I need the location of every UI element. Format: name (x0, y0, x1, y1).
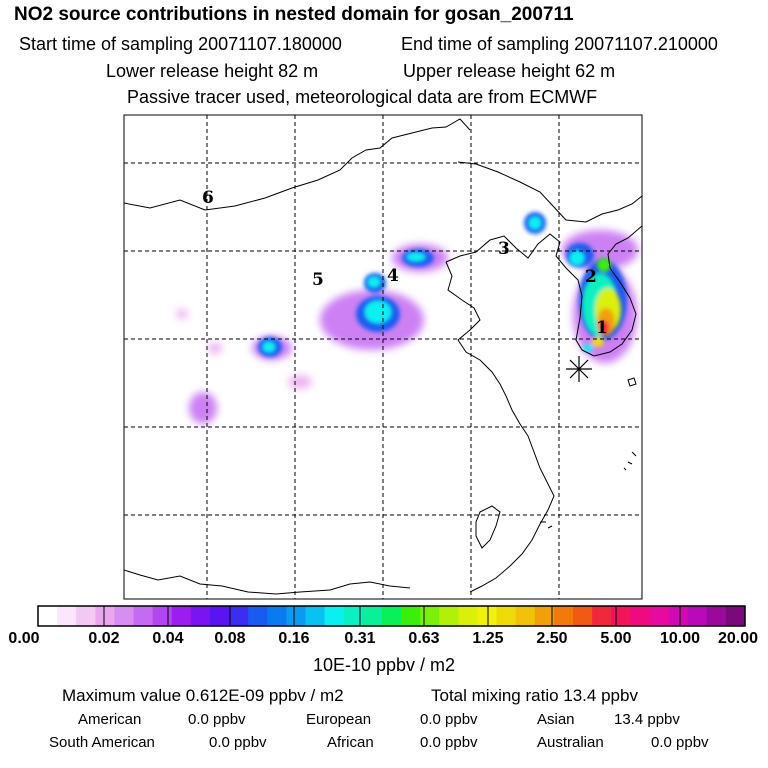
colorbar-swatch (592, 606, 612, 626)
colorbar-swatch (553, 606, 574, 626)
region-label-4: 4 (387, 266, 399, 286)
colorbar (37, 605, 746, 627)
coastline-layer (124, 118, 642, 595)
colorbar-swatch (286, 606, 307, 626)
colorbar-swatch (477, 606, 498, 626)
colorbar-tick: 5.00 (600, 630, 632, 647)
colorbar-swatch (649, 606, 670, 626)
colorbar-tick: 0.31 (344, 630, 376, 647)
colorbar-tick: 0.02 (88, 630, 120, 647)
colorbar-swatch (725, 606, 746, 626)
colorbar-swatch (343, 606, 364, 626)
european-label: European (306, 711, 372, 728)
colorbar-swatch (439, 606, 459, 626)
region-label-2: 2 (585, 267, 597, 287)
colorbar-tick: 2.50 (536, 630, 568, 647)
colorbar-swatch (668, 606, 689, 626)
colorbar-tick: 1.25 (472, 630, 504, 647)
colorbar-swatch (611, 606, 631, 626)
colorbar-frame (37, 605, 746, 627)
colorbar-swatch (515, 606, 536, 626)
colorbar-tick: 0.16 (278, 630, 310, 647)
colorbar-swatch (573, 606, 593, 626)
total-mixing-ratio: Total mixing ratio 13.4 ppbv (431, 686, 638, 705)
colorbar-swatch (57, 606, 77, 626)
colorbar-swatch (248, 606, 268, 626)
region-label-3: 3 (498, 239, 510, 259)
colorbar-swatch (381, 606, 402, 626)
colorbar-swatch (229, 606, 249, 626)
asian-label: Asian (537, 711, 575, 728)
american-label: American (78, 711, 142, 728)
grid-lines (124, 115, 642, 599)
colorbar-swatch (496, 606, 517, 626)
colorbar-swatch (305, 606, 326, 626)
region-label-5: 5 (312, 270, 324, 290)
colorbar-tick: 10.00 (659, 630, 701, 647)
colorbar-swatch (209, 606, 230, 626)
colorbar-swatch (267, 606, 287, 626)
colorbar-swatch (362, 606, 383, 626)
map-frame (123, 114, 643, 600)
colorbar-tick: 0.08 (214, 630, 246, 647)
colorbar-swatch (630, 606, 650, 626)
lower-release-label: Lower release height 82 m (106, 61, 319, 81)
colorbar-swatch (38, 606, 58, 626)
colorbar-tick: 0.63 (408, 630, 440, 647)
colorbar-swatch (133, 606, 154, 626)
colorbar-swatch (114, 606, 135, 626)
asian-value: 13.4 ppbv (614, 711, 680, 728)
colorbar-swatch (706, 606, 727, 626)
south-american-label: South American (49, 734, 155, 751)
max-value-label: Maximum value 0.612E-09 ppbv / m2 (62, 686, 344, 705)
colorbar-unit: 10E-10 ppbv / m2 (312, 655, 456, 675)
colorbar-tick: 0.04 (152, 630, 184, 647)
american-value: 0.0 ppbv (188, 711, 246, 728)
colorbar-swatch (152, 606, 173, 626)
colorbar-swatch (401, 606, 421, 626)
star-icon (566, 356, 592, 382)
european-value: 0.0 ppbv (420, 711, 478, 728)
page-title: NO2 source contributions in nested domai… (14, 4, 574, 25)
end-time-label: End time of sampling 20071107.210000 (401, 34, 718, 54)
colorbar-tick: 20.00 (717, 630, 759, 647)
start-time-label: Start time of sampling 20071107.180000 (19, 34, 342, 54)
colorbar-swatch (420, 606, 440, 626)
colorbar-swatch (190, 606, 211, 626)
colorbar-swatch (687, 606, 708, 626)
colorbar-swatch (324, 606, 345, 626)
african-label: African (327, 734, 374, 751)
colorbar-swatch (534, 606, 555, 626)
australian-label: Australian (537, 734, 604, 751)
plume-layer (176, 212, 638, 424)
upper-release-label: Upper release height 62 m (403, 61, 616, 81)
african-value: 0.0 ppbv (420, 734, 478, 751)
region-label-6: 6 (202, 188, 214, 208)
tracer-note: Passive tracer used, meteorological data… (127, 87, 598, 107)
region-label-1: 1 (596, 318, 608, 338)
colorbar-swatch (76, 606, 96, 626)
south-american-value: 0.0 ppbv (209, 734, 267, 751)
australian-value: 0.0 ppbv (651, 734, 709, 751)
colorbar-tick: 0.00 (8, 630, 40, 647)
colorbar-swatch (95, 606, 115, 626)
colorbar-swatch (458, 606, 478, 626)
colorbar-swatch (171, 606, 192, 626)
